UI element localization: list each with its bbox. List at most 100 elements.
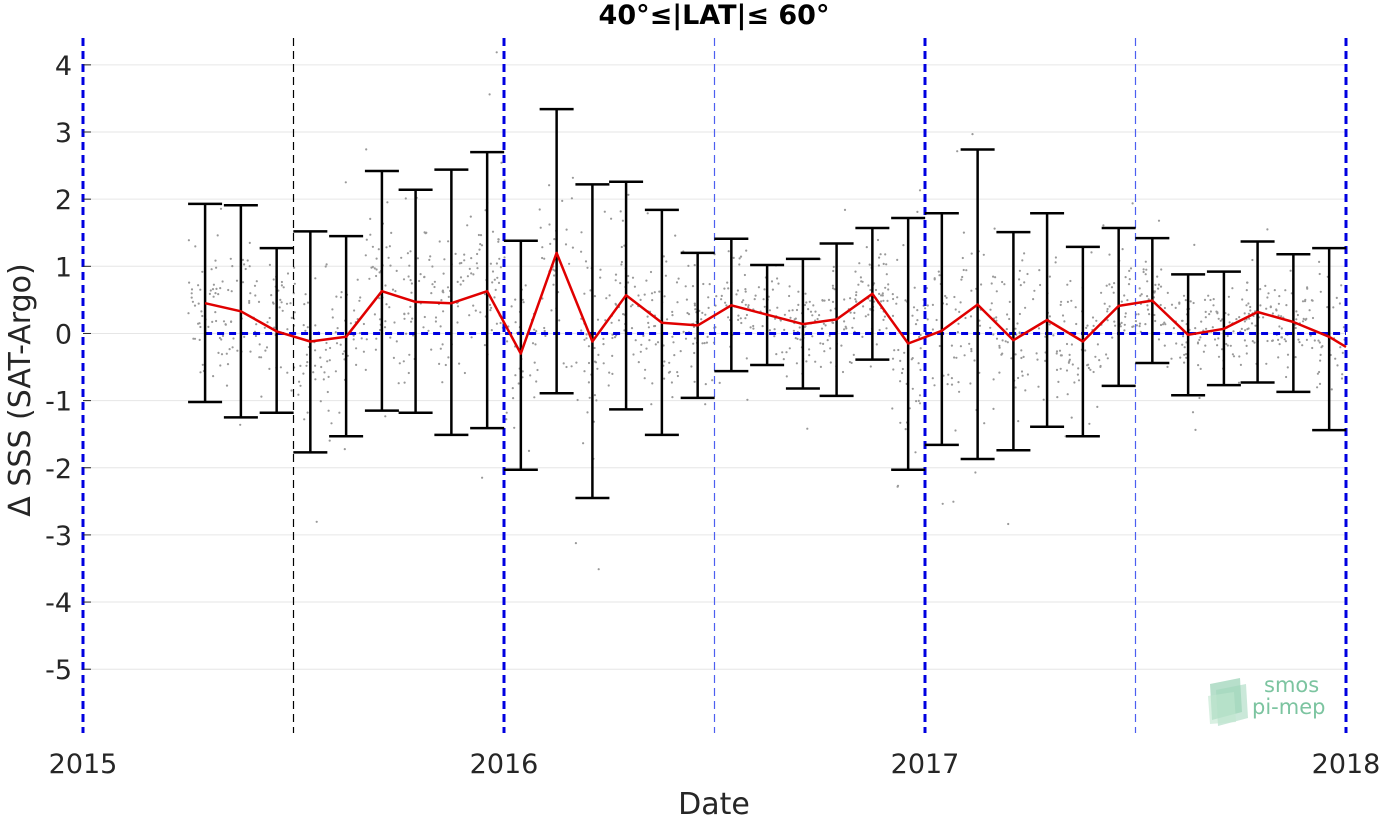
scatter-point: [1286, 366, 1289, 369]
scatter-point: [701, 311, 704, 314]
scatter-point: [232, 337, 235, 340]
scatter-point: [584, 260, 588, 263]
scatter-point: [744, 317, 747, 320]
scatter-point: [937, 270, 940, 273]
scatter-point: [911, 314, 914, 317]
scatter-point: [306, 326, 309, 329]
scatter-point: [674, 234, 677, 237]
scatter-point: [359, 296, 362, 299]
scatter-point: [1170, 303, 1174, 306]
scatter-point: [956, 150, 959, 153]
scatter-point: [752, 327, 755, 330]
scatter-point: [280, 280, 283, 284]
scatter-point: [447, 356, 450, 359]
scatter-point: [822, 342, 825, 345]
scatter-point: [747, 306, 750, 309]
scatter-point: [304, 329, 307, 332]
scatter-point: [672, 341, 675, 344]
scatter-point: [868, 263, 871, 266]
scatter-point: [1069, 279, 1072, 283]
scatter-point: [360, 337, 363, 340]
scatter-point: [796, 337, 799, 340]
scatter-point: [946, 383, 949, 386]
scatter-point: [1318, 341, 1321, 344]
scatter-point: [423, 276, 426, 279]
scatter-point: [650, 403, 653, 406]
scatter-point: [1225, 342, 1228, 346]
scatter-point: [1298, 341, 1301, 344]
scatter-point: [793, 318, 796, 321]
scatter-point: [264, 349, 267, 352]
scatter-point: [403, 317, 406, 320]
scatter-point: [217, 351, 220, 354]
scatter-point: [458, 262, 461, 265]
scatter-point: [235, 279, 239, 282]
scatter-point: [1247, 312, 1250, 315]
scatter-point: [225, 352, 228, 355]
scatter-point: [684, 285, 687, 288]
scatter-point: [892, 297, 895, 301]
scatter-point: [580, 250, 583, 253]
scatter-point: [849, 311, 852, 314]
scatter-point: [430, 348, 433, 351]
scatter-point: [335, 342, 339, 345]
scatter-point: [299, 364, 302, 367]
scatter-point: [1278, 343, 1281, 346]
scatter-point: [832, 265, 835, 268]
scatter-point: [197, 302, 200, 305]
scatter-point: [970, 350, 973, 353]
x-tick-label: 2017: [891, 749, 960, 780]
scatter-point: [254, 294, 257, 297]
scatter-point: [711, 379, 714, 382]
scatter-point: [1185, 353, 1188, 356]
scatter-point: [783, 313, 787, 316]
scatter-point: [1010, 357, 1013, 360]
scatter-point: [278, 306, 281, 309]
scatter-point: [994, 276, 997, 279]
scatter-point: [243, 335, 246, 338]
scatter-point: [1156, 275, 1159, 278]
scatter-point: [193, 337, 197, 340]
scatter-point: [738, 257, 741, 260]
scatter-point: [306, 411, 309, 414]
scatter-point: [935, 318, 938, 322]
scatter-point: [727, 250, 730, 253]
scatter-point: [324, 348, 327, 351]
scatter-point: [201, 363, 204, 366]
scatter-point: [673, 354, 676, 357]
scatter-point: [1259, 288, 1262, 291]
scatter-point: [505, 418, 508, 421]
scatter-point: [497, 238, 500, 241]
scatter-point: [867, 313, 870, 316]
logo: smos pi-mep: [1208, 673, 1325, 726]
scatter-point: [735, 293, 738, 296]
scatter-point: [887, 283, 890, 286]
scatter-point: [926, 318, 929, 321]
scatter-point: [983, 422, 986, 425]
scatter-point: [388, 306, 391, 309]
scatter-point: [1182, 294, 1186, 297]
scatter-point: [1226, 334, 1229, 338]
scatter-point: [1278, 325, 1281, 328]
scatter-point: [670, 381, 674, 384]
scatter-point: [869, 307, 872, 311]
scatter-point: [249, 350, 252, 353]
scatter-point: [646, 315, 649, 318]
scatter-point: [982, 253, 985, 256]
scatter-point: [319, 356, 322, 359]
scatter-point: [990, 282, 993, 285]
scatter-point: [499, 266, 502, 269]
scatter-point: [490, 306, 493, 309]
scatter-point: [947, 373, 950, 376]
scatter-point: [514, 321, 517, 324]
scatter-point: [811, 335, 814, 338]
logo-icon: [1208, 678, 1248, 726]
scatter-point: [517, 382, 520, 385]
scatter-point: [583, 370, 586, 373]
scatter-point: [1336, 364, 1339, 367]
scatter-point: [1018, 269, 1022, 272]
scatter-point: [1048, 323, 1051, 326]
scatter-point: [1319, 359, 1322, 362]
scatter-point: [1229, 344, 1232, 347]
scatter-point: [745, 313, 749, 317]
